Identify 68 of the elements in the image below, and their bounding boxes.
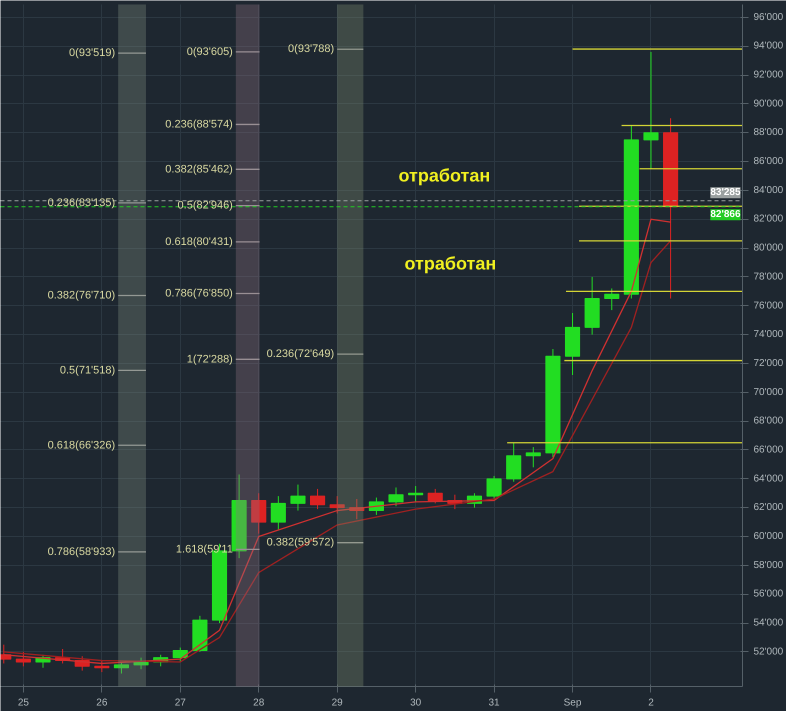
- candlestick: [428, 488, 443, 504]
- candlestick: [310, 488, 326, 510]
- y-tick-label: 76'000: [754, 300, 784, 312]
- ref-line-label: 82'866: [710, 209, 741, 220]
- candlestick: [172, 647, 188, 662]
- candlestick: [388, 486, 404, 507]
- y-tick-label: 54'000: [754, 618, 784, 629]
- annotation: 0(93'519): [69, 47, 116, 60]
- annotation: 0.786(58'933): [48, 546, 116, 558]
- y-tick-label: 64'000: [754, 473, 784, 484]
- annotation: 0.236(88'574): [165, 118, 233, 130]
- annotation: 0.382(85'462): [165, 163, 233, 176]
- x-tick-label: 25: [18, 698, 30, 708]
- y-tick-label: 60'000: [754, 531, 784, 542]
- candlestick: [506, 442, 522, 482]
- y-tick-label: 94'000: [754, 40, 784, 52]
- annotation: отработан: [404, 254, 496, 274]
- candlestick: [16, 651, 31, 667]
- y-tick-label: 68'000: [754, 416, 784, 427]
- y-tick-label: 78'000: [754, 271, 784, 282]
- annotation: 0(93'605): [186, 46, 233, 58]
- annotation: 0.382(76'710): [48, 290, 116, 302]
- annotation: 0.618(80'431): [165, 236, 233, 248]
- y-tick-label: 84'000: [754, 184, 784, 196]
- y-tick-label: 80'000: [754, 242, 784, 254]
- candlestick: [526, 446, 541, 468]
- y-tick-label: 72'000: [754, 358, 784, 369]
- x-tick-label: 28: [253, 698, 265, 708]
- x-tick-label: 27: [174, 698, 186, 708]
- annotation: 0.786(76'850): [165, 288, 233, 300]
- y-tick-label: 96'000: [754, 12, 784, 23]
- candlestick: [486, 475, 502, 500]
- annotation: 0.5(71'518): [60, 364, 116, 376]
- ref-line-label: 83'285: [710, 187, 741, 198]
- candlestick: [643, 51, 659, 170]
- annotation: 0(93'788): [288, 43, 334, 56]
- candlestick: [408, 486, 424, 502]
- x-tick-label: 29: [332, 698, 344, 708]
- y-tick-label: 88'000: [754, 127, 784, 138]
- y-tick-label: 70'000: [754, 386, 784, 398]
- y-tick-label: 52'000: [754, 646, 784, 658]
- x-tick-label: 26: [96, 698, 108, 708]
- candlestick: [94, 660, 110, 673]
- candlestick: [270, 496, 286, 530]
- annotation: 0.236(72'649): [266, 348, 334, 360]
- candlestick: [251, 492, 266, 534]
- y-tick-label: 66'000: [754, 444, 784, 456]
- x-tick-label: Sep: [564, 698, 582, 708]
- annotation: 0.236(83'135): [48, 196, 116, 209]
- y-tick-label: 90'000: [754, 98, 784, 110]
- candlestick: [604, 288, 620, 311]
- annotation: 0.618(66'326): [48, 439, 116, 452]
- annotation: 1(72'288): [186, 353, 233, 366]
- y-tick-label: 82'000: [754, 214, 784, 225]
- x-tick-label: 2: [648, 698, 654, 708]
- x-tick-label: 31: [488, 698, 500, 708]
- candlestick: [114, 661, 130, 674]
- candlestick: [290, 484, 306, 512]
- annotation: отработан: [398, 166, 490, 186]
- y-tick-label: 56'000: [754, 588, 784, 600]
- candlestick: [330, 496, 345, 514]
- y-tick-label: 74'000: [754, 329, 784, 340]
- x-tick-label: 30: [410, 698, 422, 708]
- annotation: 0.5(82'946): [178, 200, 233, 212]
- y-tick-label: 62'000: [754, 502, 784, 514]
- y-tick-label: 86'000: [754, 156, 784, 168]
- y-tick-label: 92'000: [754, 70, 784, 81]
- y-tick-label: 58'000: [754, 560, 784, 571]
